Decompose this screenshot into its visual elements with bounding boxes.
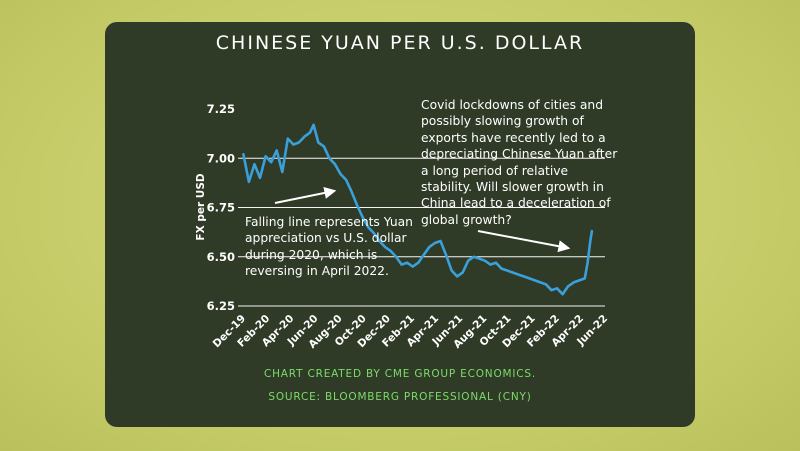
series-line: [242, 123, 594, 296]
chart-source: SOURCE: BLOOMBERG PROFESSIONAL (CNY): [268, 391, 532, 403]
arrow-left: [274, 187, 337, 204]
annotation-left: Falling line represents Yuan appreciatio…: [245, 215, 413, 279]
chart-credit: CHART CREATED BY CME GROUP ECONOMICS.: [263, 368, 537, 380]
chart-title: CHINESE YUAN PER U.S. DOLLAR: [215, 32, 585, 54]
arrow-right: [477, 230, 571, 253]
chart-card: [105, 22, 695, 427]
y-tick-label: 7.25: [207, 102, 235, 116]
annotation-right: Covid lockdowns of cities and possibly s…: [421, 98, 618, 227]
y-tick-label: 6.75: [207, 201, 235, 215]
y-axis-label: FX per USD: [195, 173, 207, 240]
y-tick-label: 6.50: [207, 250, 235, 264]
y-tick-label: 6.25: [207, 299, 235, 313]
y-tick-label: 7.00: [207, 151, 235, 165]
